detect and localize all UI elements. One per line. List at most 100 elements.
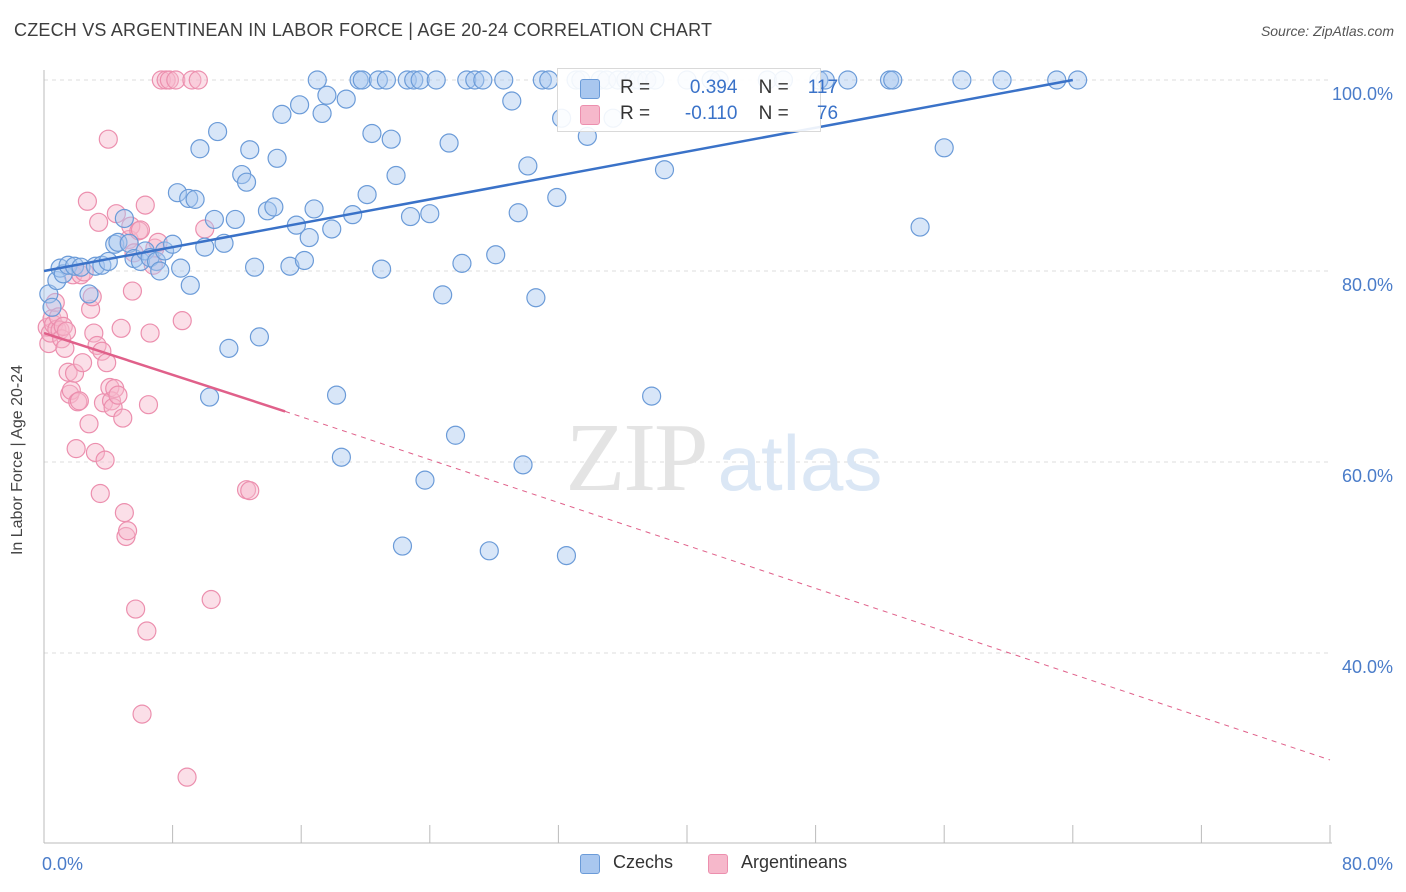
czech-point [426,70,446,90]
y-tick-label: 80.0% [1342,275,1393,295]
czech-point [179,188,199,209]
czech-point [532,70,552,90]
argentinean-point [159,70,179,90]
czech-point [381,129,401,149]
arg-n-label: N = [758,103,789,124]
czech-point [171,258,191,278]
czech-point [508,203,528,223]
argentinean-point [82,287,102,307]
argentinean-point [68,392,88,412]
czech-point [312,103,332,124]
czech-point [952,70,972,90]
axes [43,70,1332,844]
argentinean-point [188,70,208,90]
argentinean-point [240,481,260,501]
argentinean-trend-line [43,331,286,413]
czech-point [219,338,239,358]
argentineans-swatch [708,854,728,874]
trend-lines [43,78,1331,761]
czech-point [264,197,284,217]
tick-labels: 100.0% 80.0% 60.0% 40.0% 0.0% 80.0% [42,84,1393,874]
czech-point [114,208,134,229]
arg-n-value: 76 [816,103,839,124]
czech-point [445,425,466,445]
argentinean-point [137,621,157,641]
czech-point [289,95,310,115]
argentinean-point [79,414,99,434]
czech-point [42,297,62,317]
argentinean-point [113,408,133,428]
czech-point [452,253,472,273]
series-legend: Czechs Argentineans [0,852,1406,878]
argentinean-point [111,318,131,338]
czech-point [526,288,546,308]
czech-point [415,470,435,490]
argentinean-point [98,129,118,149]
czech-point [79,284,99,304]
czech-point [400,206,421,227]
x-tick-label: 80.0% [1342,854,1393,874]
argentinean-point [126,599,146,619]
argentinean-point [69,391,89,411]
czech-point [357,185,377,205]
czech-r-label: R = [620,77,651,98]
argentinean-point [114,503,134,523]
czech-point [119,233,139,253]
czech-point [150,261,170,281]
arg-swatch [580,105,600,125]
czech-point [208,121,228,142]
czech-point [304,199,324,219]
watermark-atlas: atlas [718,419,883,507]
argentinean-point [90,483,110,504]
czech-point [642,386,662,406]
czech-point [163,234,183,254]
czech-point [420,204,440,224]
czech-point [362,123,382,144]
czech-r-value: 0.394 [689,77,738,98]
czech-points [39,70,1088,566]
czech-point [294,250,315,271]
czech-point [502,91,522,111]
czechs-label: Czechs [613,852,674,872]
argentinean-point [58,362,78,382]
argentinean-point [103,397,123,418]
czech-point [199,387,220,407]
czech-point [190,139,210,159]
czech-point [518,156,538,176]
x-tick-label: 0.0% [42,854,83,874]
czech-trend-line [43,78,1074,273]
czech-point [934,138,954,158]
czech-point [494,70,514,90]
czech-point [185,189,205,209]
czech-point [479,541,499,561]
y-tick-label: 60.0% [1342,466,1393,486]
czech-point [410,70,430,90]
czech-point [465,70,485,90]
czech-point [486,245,506,265]
y-tick-label: 40.0% [1342,657,1393,677]
czech-point [368,70,388,90]
czech-point [371,259,392,279]
czech-point [352,70,372,90]
argentinean-point [132,704,152,724]
czech-point [317,85,337,105]
argentinean-point [89,212,109,232]
correlation-legend: R = 0.394 N = 117 R = -0.110 N = 76 [557,68,838,132]
argentinean-point [122,281,143,301]
czech-point [1047,70,1067,90]
czech-point [299,227,319,248]
czech-point [556,545,577,566]
czech-point [386,165,406,186]
arg-r-value: -0.110 [684,103,738,124]
czech-point [513,455,533,475]
czech-point [180,275,200,295]
czech-point [457,70,477,90]
czech-n-label: N = [758,77,789,98]
argentinean-point [84,323,104,343]
czech-point [376,70,396,90]
czech-point [280,256,300,276]
argentinean-point [66,439,86,459]
czech-point [838,70,858,90]
czech-point [236,172,257,192]
